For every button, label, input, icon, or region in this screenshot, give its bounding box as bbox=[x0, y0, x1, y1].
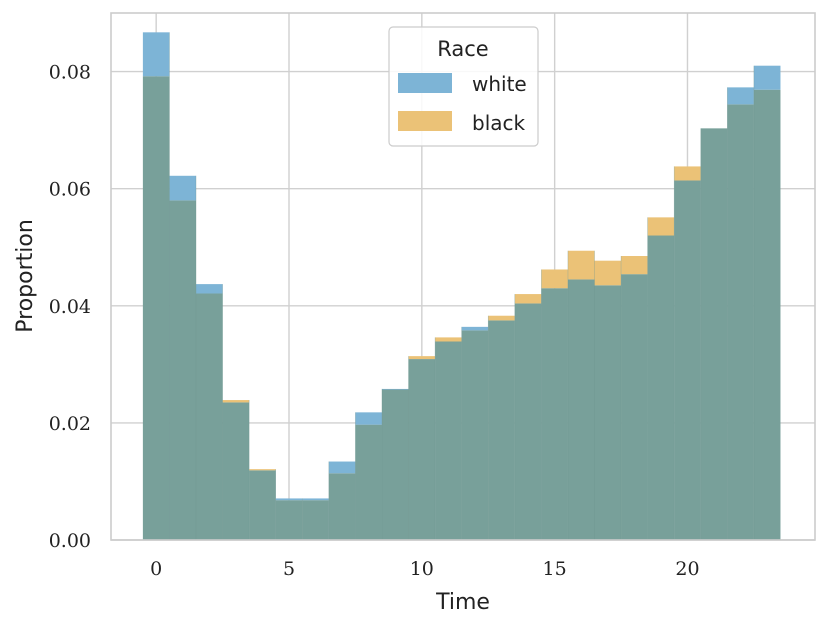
y-tick-label: 0.00 bbox=[49, 530, 91, 552]
y-tick-label: 0.02 bbox=[49, 413, 91, 435]
legend-swatch-white bbox=[398, 73, 452, 93]
bar-black bbox=[567, 250, 595, 280]
bar-white bbox=[302, 498, 329, 501]
bar-overlap bbox=[302, 500, 329, 540]
bar-black bbox=[594, 260, 622, 286]
bar-overlap bbox=[222, 402, 250, 540]
bar-overlap bbox=[727, 104, 754, 540]
bar-black bbox=[222, 400, 250, 403]
bar-white bbox=[727, 87, 754, 105]
y-tick-label: 0.04 bbox=[49, 296, 91, 318]
bar-overlap bbox=[355, 424, 382, 540]
bar-black bbox=[488, 315, 515, 321]
bar-overlap bbox=[541, 288, 568, 540]
bar-white bbox=[142, 32, 170, 77]
bar-overlap bbox=[594, 285, 622, 540]
bar-overlap bbox=[196, 293, 223, 540]
bar-overlap bbox=[328, 473, 356, 540]
bar-overlap bbox=[142, 76, 170, 541]
x-axis-label: Time bbox=[435, 590, 490, 615]
bar-black bbox=[408, 356, 436, 360]
bar-overlap bbox=[461, 330, 489, 540]
plot-frame bbox=[110, 12, 816, 541]
x-tick-label: 10 bbox=[410, 558, 434, 580]
bar-white bbox=[275, 498, 303, 501]
bar-black bbox=[647, 217, 675, 236]
bar-white bbox=[169, 175, 197, 201]
x-tick-label: 15 bbox=[543, 558, 567, 580]
bar-overlap bbox=[488, 320, 515, 540]
legend-title: Race bbox=[437, 37, 488, 61]
x-tick-label: 5 bbox=[283, 558, 295, 580]
bar-white bbox=[461, 326, 489, 331]
bar-overlap bbox=[249, 470, 276, 540]
bar-overlap bbox=[621, 274, 648, 540]
bar-overlap bbox=[700, 128, 728, 541]
x-tick-label: 20 bbox=[675, 558, 699, 580]
bar-white bbox=[381, 388, 409, 390]
bar-overlap bbox=[169, 200, 197, 540]
y-tick-label: 0.06 bbox=[49, 179, 91, 201]
legend: Race white black bbox=[388, 26, 539, 147]
bar-white bbox=[753, 65, 781, 90]
bar-overlap bbox=[753, 89, 781, 541]
bar-white bbox=[196, 284, 223, 294]
y-axis-label: Proportion bbox=[13, 219, 38, 333]
bar-black bbox=[541, 269, 568, 289]
bar-overlap bbox=[275, 500, 303, 540]
bar-black bbox=[514, 294, 542, 304]
y-tick-label: 0.08 bbox=[49, 62, 91, 84]
bar-overlap bbox=[435, 341, 462, 540]
bar-black bbox=[435, 337, 462, 342]
histogram-bars bbox=[142, 32, 781, 541]
bar-overlap bbox=[408, 359, 436, 540]
legend-label-black: black bbox=[472, 111, 526, 135]
legend-swatch-black bbox=[398, 111, 452, 131]
bar-white bbox=[328, 461, 356, 474]
bar-overlap bbox=[647, 235, 675, 540]
bar-overlap bbox=[567, 279, 595, 540]
bar-black bbox=[674, 166, 701, 181]
bar-black bbox=[621, 256, 648, 275]
x-tick-label: 0 bbox=[150, 558, 162, 580]
bar-overlap bbox=[674, 180, 701, 541]
bar-white bbox=[355, 412, 382, 425]
tick-labels: 0 5 10 15 20 0.00 0.02 0.04 0.06 0.08 bbox=[49, 62, 700, 580]
bar-overlap bbox=[381, 389, 409, 540]
bar-overlap bbox=[514, 303, 542, 540]
legend-label-white: white bbox=[472, 72, 527, 96]
bar-black bbox=[249, 469, 276, 471]
